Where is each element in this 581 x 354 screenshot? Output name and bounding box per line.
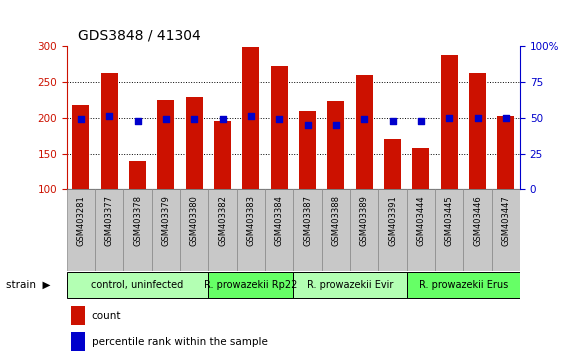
Text: GSM403387: GSM403387 <box>303 195 312 246</box>
Point <box>416 118 425 124</box>
Bar <box>322 189 350 271</box>
Bar <box>186 97 203 189</box>
Bar <box>209 189 237 271</box>
Bar <box>180 189 209 271</box>
Text: GSM403446: GSM403446 <box>473 195 482 246</box>
Bar <box>293 272 407 298</box>
Text: GSM403281: GSM403281 <box>77 195 85 246</box>
Bar <box>299 110 316 189</box>
Text: GSM403388: GSM403388 <box>331 195 340 246</box>
Bar <box>271 66 288 189</box>
Bar <box>378 189 407 271</box>
Text: GSM403382: GSM403382 <box>218 195 227 246</box>
Bar <box>497 116 514 189</box>
Point <box>275 116 284 122</box>
Text: GSM403379: GSM403379 <box>162 195 170 246</box>
Text: GSM403445: GSM403445 <box>444 195 454 246</box>
Bar <box>71 332 85 351</box>
Point <box>189 116 199 122</box>
Text: GSM403447: GSM403447 <box>501 195 510 246</box>
Bar <box>71 306 85 325</box>
Text: count: count <box>92 311 121 321</box>
Text: GSM403444: GSM403444 <box>417 195 425 246</box>
Bar <box>469 73 486 189</box>
Bar <box>407 272 520 298</box>
Bar <box>242 47 259 189</box>
Text: GSM403377: GSM403377 <box>105 195 114 246</box>
Bar <box>328 101 345 189</box>
Bar <box>350 189 378 271</box>
Text: GSM403383: GSM403383 <box>246 195 256 246</box>
Bar <box>152 189 180 271</box>
Bar <box>209 272 293 298</box>
Bar <box>384 139 401 189</box>
Point <box>162 116 171 122</box>
Bar <box>464 189 492 271</box>
Bar <box>67 189 95 271</box>
Point <box>218 116 227 122</box>
Text: R. prowazekii Erus: R. prowazekii Erus <box>419 280 508 290</box>
Bar <box>237 189 265 271</box>
Bar <box>407 189 435 271</box>
Point <box>388 118 397 124</box>
Bar <box>124 189 152 271</box>
Bar <box>435 189 464 271</box>
Bar <box>129 161 146 189</box>
Point <box>360 116 369 122</box>
Bar <box>157 100 174 189</box>
Text: GSM403378: GSM403378 <box>133 195 142 246</box>
Text: percentile rank within the sample: percentile rank within the sample <box>92 337 268 347</box>
Text: GSM403389: GSM403389 <box>360 195 369 246</box>
Bar <box>440 55 458 189</box>
Text: R. prowazekii Rp22: R. prowazekii Rp22 <box>205 280 297 290</box>
Text: GDS3848 / 41304: GDS3848 / 41304 <box>78 28 201 42</box>
Text: strain  ▶: strain ▶ <box>6 280 51 290</box>
Bar <box>73 105 89 189</box>
Point <box>473 115 482 120</box>
Text: control, uninfected: control, uninfected <box>91 280 184 290</box>
Bar <box>101 73 118 189</box>
Text: R. prowazekii Evir: R. prowazekii Evir <box>307 280 393 290</box>
Bar <box>492 189 520 271</box>
Point <box>105 113 114 119</box>
Text: GSM403380: GSM403380 <box>190 195 199 246</box>
Text: GSM403384: GSM403384 <box>275 195 284 246</box>
Bar <box>293 189 322 271</box>
Bar <box>95 189 124 271</box>
Bar <box>214 121 231 189</box>
Bar <box>356 75 373 189</box>
Bar <box>67 272 209 298</box>
Point <box>501 115 511 120</box>
Bar <box>265 189 293 271</box>
Point <box>444 115 454 120</box>
Text: GSM403391: GSM403391 <box>388 195 397 246</box>
Point <box>303 122 312 128</box>
Point <box>331 122 340 128</box>
Bar <box>413 148 429 189</box>
Point <box>133 118 142 124</box>
Point <box>246 113 256 119</box>
Point <box>76 116 85 122</box>
